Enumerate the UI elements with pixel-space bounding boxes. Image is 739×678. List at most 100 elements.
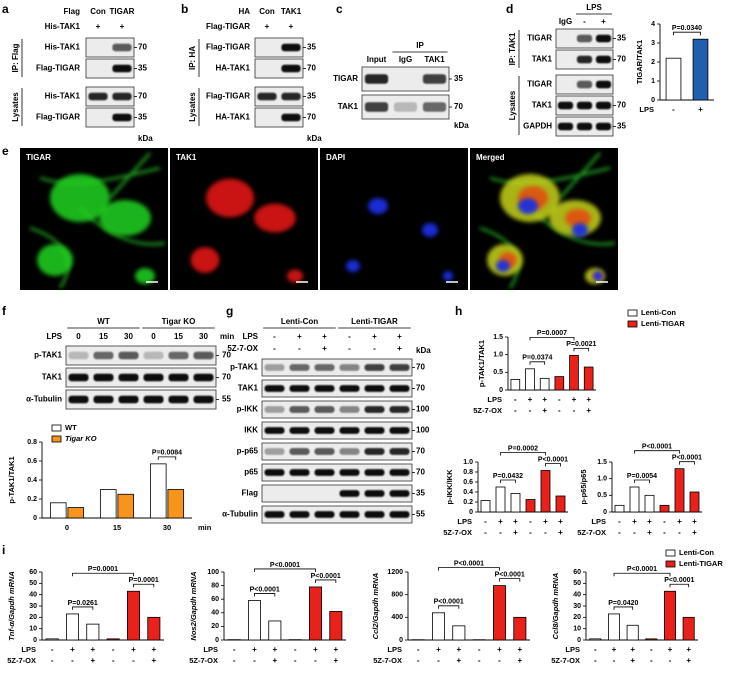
significance-bracket xyxy=(613,606,634,610)
bar xyxy=(692,38,709,101)
y-axis-label: Nos2/Gapdh mRNA xyxy=(189,571,198,640)
panel-letter: d xyxy=(506,2,513,16)
condition-mark: - xyxy=(498,656,501,665)
lane-label: 0 xyxy=(76,332,81,341)
y-tick-label: 1.0 xyxy=(463,459,473,466)
condition-mark: + xyxy=(497,645,502,654)
p-value: P=0.0021 xyxy=(566,341,596,348)
band xyxy=(264,385,285,392)
band xyxy=(422,102,447,112)
lane-label: 30 xyxy=(124,332,133,341)
lane-header: Flag-TIGAR xyxy=(206,22,250,31)
condition-mark: + xyxy=(542,395,547,404)
band xyxy=(314,385,335,392)
condition-mark: + xyxy=(558,528,563,537)
x-tick-label: 15 xyxy=(113,523,121,532)
condition-mark: - xyxy=(672,105,675,114)
bar xyxy=(431,612,445,641)
y-tick-label: 0.6 xyxy=(27,458,37,465)
bar xyxy=(659,504,670,513)
y-tick-label: 800 xyxy=(391,592,403,599)
significance-bracket xyxy=(634,450,680,454)
band xyxy=(314,511,335,518)
band xyxy=(314,364,335,371)
p-value: P<0.0001 xyxy=(311,573,341,580)
band xyxy=(118,395,139,404)
lane-label: + xyxy=(322,344,327,353)
band xyxy=(576,101,593,110)
p-value: P=0.0420 xyxy=(608,600,638,607)
band xyxy=(339,364,360,371)
p-value: P<0.0001 xyxy=(250,586,280,593)
condition-mark: + xyxy=(70,645,75,654)
kda-marker: 70 xyxy=(138,43,147,52)
band xyxy=(389,427,410,434)
bar xyxy=(117,493,135,519)
band xyxy=(364,469,385,476)
y-axis-label: p-TAK1/TAK1 xyxy=(477,340,486,387)
bar xyxy=(495,486,506,513)
nucleus xyxy=(518,198,538,214)
bar xyxy=(308,586,322,641)
bar xyxy=(539,377,550,391)
band xyxy=(314,469,335,476)
bar xyxy=(99,489,117,519)
lane-label: 30 xyxy=(199,332,208,341)
bar xyxy=(480,500,491,513)
y-axis-label: TIGAR/TAK1 xyxy=(635,40,644,84)
condition-mark: + xyxy=(513,528,518,537)
band xyxy=(88,92,108,101)
band xyxy=(168,351,189,360)
bar xyxy=(608,613,621,641)
nucleus xyxy=(346,260,360,272)
band xyxy=(364,511,385,518)
cell-signal xyxy=(287,269,303,283)
condition-mark: - xyxy=(112,645,115,654)
y-tick-label: 1.0 xyxy=(493,352,503,359)
condition-mark: + xyxy=(151,645,156,654)
band xyxy=(389,469,410,476)
lane-label: - xyxy=(583,17,586,26)
condition-label: LPS xyxy=(387,645,402,654)
p-value: P=0.0432 xyxy=(493,473,523,480)
panel-letter: g xyxy=(226,304,233,318)
condition-mark: + xyxy=(692,528,697,537)
x-tick-label: 0 xyxy=(65,523,69,532)
band xyxy=(314,406,335,413)
bar xyxy=(247,600,261,641)
condition-mark: + xyxy=(272,645,277,654)
kda-marker: 35 xyxy=(138,113,147,122)
band xyxy=(364,364,385,371)
p-value: P=0.0374 xyxy=(522,355,552,362)
bar xyxy=(492,585,506,641)
row-label: His-TAK1 xyxy=(45,43,81,52)
kda-marker: 55 xyxy=(222,395,231,404)
band xyxy=(364,74,389,84)
band xyxy=(364,385,385,392)
significance-bracket xyxy=(438,605,460,609)
y-tick-label: 0.2 xyxy=(27,496,37,503)
y-tick-label: 10 xyxy=(29,626,37,633)
condition-mark: - xyxy=(417,656,420,665)
condition-mark: - xyxy=(294,645,297,654)
y-tick-label: 0 xyxy=(469,509,473,516)
y-tick-label: 1 xyxy=(651,78,655,85)
bar xyxy=(554,376,565,391)
band xyxy=(264,511,285,518)
p-value: P<0.0001 xyxy=(270,562,300,569)
band xyxy=(289,427,310,434)
band xyxy=(595,122,612,131)
lane-label: 15 xyxy=(174,332,183,341)
legend-label: Tigar KO xyxy=(65,434,97,443)
y-tick-label: 1200 xyxy=(387,569,403,576)
band xyxy=(595,80,612,89)
condition-label: LPS xyxy=(487,395,502,404)
band xyxy=(557,101,574,110)
lane-label: + xyxy=(297,332,302,341)
lane-label: - xyxy=(298,344,301,353)
lane-label: + xyxy=(120,22,125,31)
band xyxy=(93,373,114,382)
band xyxy=(364,427,385,434)
lane-label: - xyxy=(373,344,376,353)
significance-bracket xyxy=(254,568,316,572)
